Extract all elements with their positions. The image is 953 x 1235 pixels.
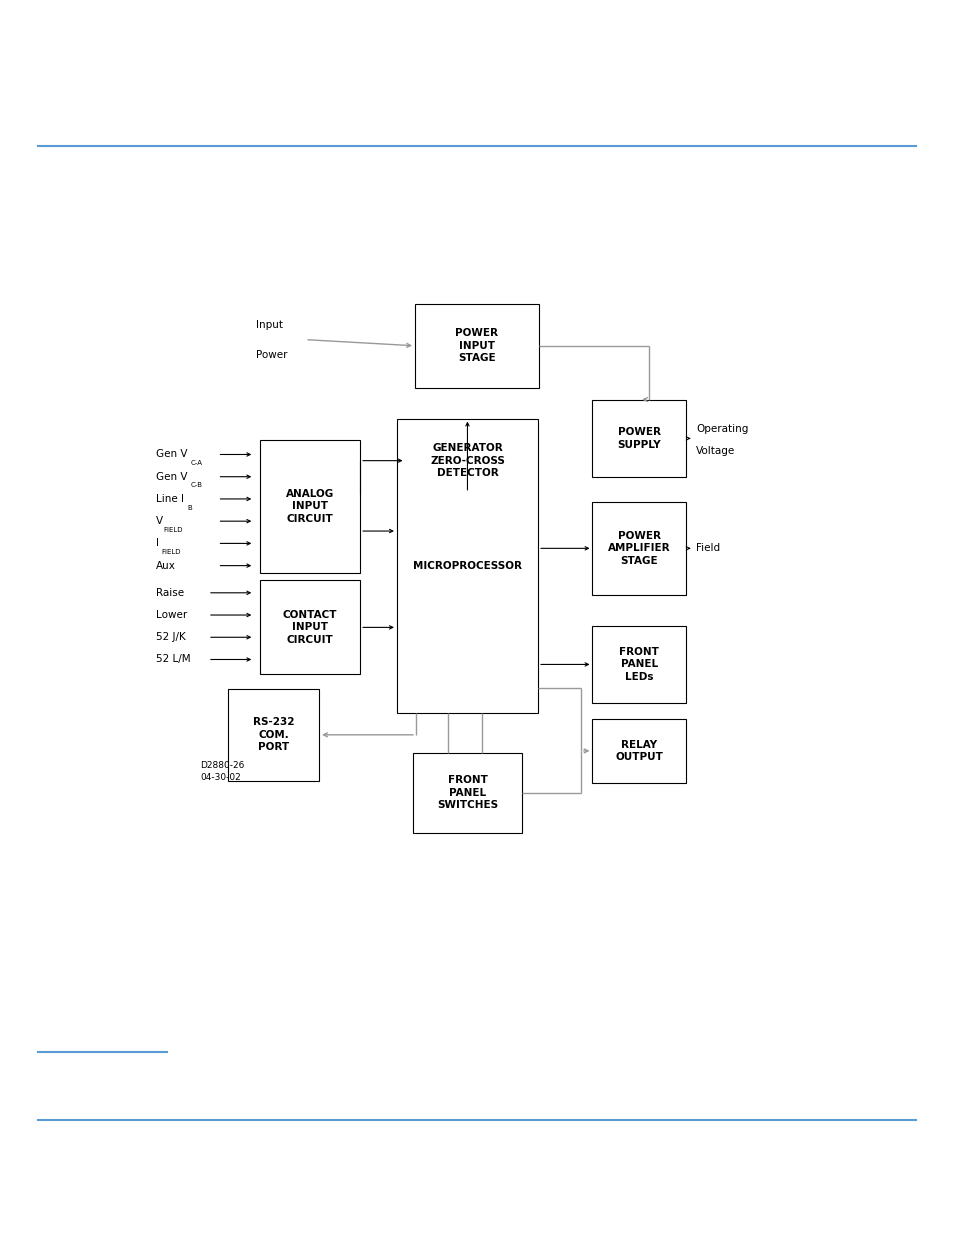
Text: POWER
AMPLIFIER
STAGE: POWER AMPLIFIER STAGE — [607, 531, 670, 566]
Text: Aux: Aux — [155, 561, 175, 571]
FancyBboxPatch shape — [412, 752, 522, 832]
Text: Input: Input — [255, 320, 282, 330]
Text: Voltage: Voltage — [696, 446, 735, 456]
Text: ANALOG
INPUT
CIRCUIT: ANALOG INPUT CIRCUIT — [286, 489, 334, 524]
Text: MICROPROCESSOR: MICROPROCESSOR — [413, 561, 521, 571]
Text: B: B — [187, 505, 192, 510]
Text: FIELD: FIELD — [163, 527, 182, 532]
Text: C‑B: C‑B — [191, 483, 203, 488]
Text: 52 L/M: 52 L/M — [155, 655, 190, 664]
FancyBboxPatch shape — [592, 626, 685, 704]
FancyBboxPatch shape — [415, 304, 538, 388]
Text: POWER
INPUT
STAGE: POWER INPUT STAGE — [455, 329, 498, 363]
FancyBboxPatch shape — [229, 688, 318, 781]
FancyBboxPatch shape — [592, 501, 685, 594]
Text: GENERATOR
ZERO-CROSS
DETECTOR: GENERATOR ZERO-CROSS DETECTOR — [430, 443, 504, 478]
Text: Lower: Lower — [155, 610, 187, 620]
Text: RS-232
COM.
PORT: RS-232 COM. PORT — [253, 718, 294, 752]
Text: RELAY
OUTPUT: RELAY OUTPUT — [615, 740, 662, 762]
FancyBboxPatch shape — [405, 429, 529, 493]
Text: POWER
SUPPLY: POWER SUPPLY — [617, 427, 660, 450]
FancyBboxPatch shape — [259, 580, 359, 674]
Text: Gen V: Gen V — [155, 450, 187, 459]
Text: CONTACT
INPUT
CIRCUIT: CONTACT INPUT CIRCUIT — [282, 610, 337, 645]
FancyBboxPatch shape — [592, 400, 685, 478]
Text: Power: Power — [255, 350, 287, 359]
Text: D2880-26
04-30-02: D2880-26 04-30-02 — [200, 762, 245, 782]
FancyBboxPatch shape — [396, 419, 537, 713]
Text: Field: Field — [696, 543, 720, 553]
Text: C‑A: C‑A — [191, 461, 203, 466]
Text: FRONT
PANEL
LEDs: FRONT PANEL LEDs — [618, 647, 659, 682]
FancyBboxPatch shape — [592, 719, 685, 783]
Text: V: V — [155, 516, 162, 526]
Text: Line I: Line I — [155, 494, 183, 504]
Text: Raise: Raise — [155, 588, 183, 598]
Text: Operating: Operating — [696, 424, 748, 433]
Text: FIELD: FIELD — [161, 550, 180, 555]
Text: Gen V: Gen V — [155, 472, 187, 482]
Text: I: I — [155, 538, 158, 548]
Text: FRONT
PANEL
SWITCHES: FRONT PANEL SWITCHES — [436, 776, 497, 810]
Text: 52 J/K: 52 J/K — [155, 632, 185, 642]
FancyBboxPatch shape — [259, 440, 359, 573]
